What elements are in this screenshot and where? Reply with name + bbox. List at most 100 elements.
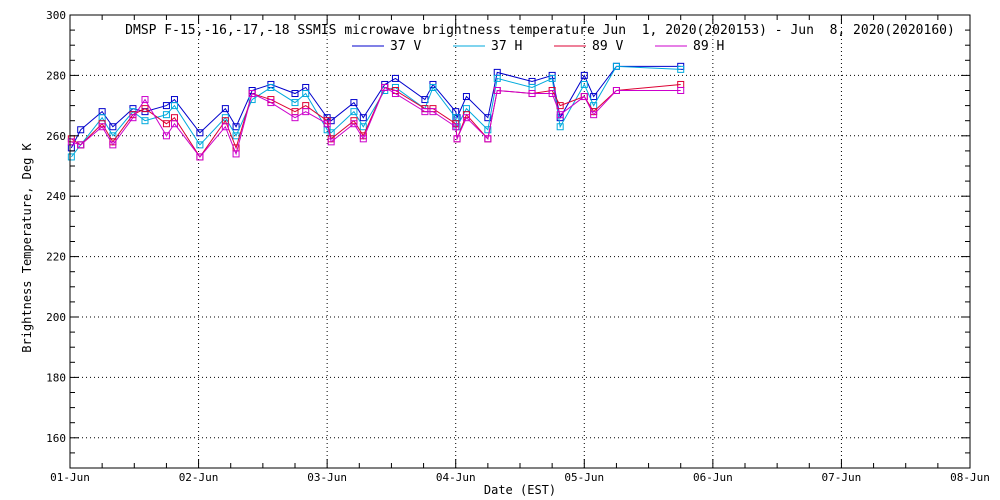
series-line xyxy=(71,86,681,158)
x-tick-label: 01-Jun xyxy=(50,471,90,484)
data-point xyxy=(302,90,310,98)
legend-label: 37 H xyxy=(491,39,522,54)
y-tick-label: 160 xyxy=(46,432,66,445)
data-point xyxy=(232,123,240,131)
data-point xyxy=(170,102,178,110)
data-point xyxy=(556,111,564,119)
data-point xyxy=(548,74,556,82)
data-point xyxy=(170,120,178,128)
data-point xyxy=(677,65,685,73)
data-point xyxy=(359,114,367,122)
data-point xyxy=(267,99,275,107)
x-tick-label: 05-Jun xyxy=(564,471,604,484)
data-point xyxy=(484,114,492,122)
data-point xyxy=(462,93,470,101)
data-point xyxy=(162,132,170,140)
legend-label: 37 V xyxy=(390,39,421,54)
data-point xyxy=(391,90,399,98)
data-point xyxy=(391,74,399,82)
data-point xyxy=(350,120,358,128)
data-point xyxy=(677,87,685,94)
data-point xyxy=(67,138,75,146)
data-point xyxy=(484,135,492,143)
y-axis-title: Brightness Temperature, Deg K xyxy=(20,142,34,352)
data-point xyxy=(291,99,299,107)
data-point xyxy=(221,123,229,131)
data-point xyxy=(453,135,461,143)
data-point xyxy=(221,105,229,113)
chart-title: DMSP F-15,-16,-17,-18 SSMIS microwave br… xyxy=(125,23,955,38)
data-point xyxy=(359,135,367,143)
y-tick-label: 260 xyxy=(46,130,66,143)
data-point xyxy=(196,153,204,161)
data-point xyxy=(302,108,310,116)
data-point xyxy=(350,99,358,107)
data-point xyxy=(141,96,149,104)
x-tick-label: 02-Jun xyxy=(179,471,219,484)
data-point xyxy=(359,123,367,131)
series-line xyxy=(70,65,681,158)
legend: 37 V 37 H 89 V 89 H xyxy=(352,39,724,54)
data-point xyxy=(109,123,117,131)
data-point xyxy=(484,126,492,134)
axes: 01-Jun 02-Jun 03-Jun 04-Jun 05-Jun 06-Jun 07-J… xyxy=(46,9,990,484)
data-point xyxy=(98,123,106,131)
data-point xyxy=(291,114,299,122)
data-point xyxy=(141,117,149,125)
data-point xyxy=(381,83,389,91)
data-point xyxy=(528,90,536,98)
y-tick-label: 240 xyxy=(46,190,66,203)
series-layer xyxy=(67,62,685,161)
data-point xyxy=(493,74,501,82)
data-point xyxy=(493,87,501,94)
data-point xyxy=(196,141,204,149)
data-point xyxy=(196,129,204,137)
data-point xyxy=(109,141,117,149)
y-tick-label: 300 xyxy=(46,9,66,22)
data-point xyxy=(462,114,470,122)
data-point xyxy=(67,153,75,161)
data-point xyxy=(141,105,149,113)
data-point xyxy=(248,90,256,98)
data-point xyxy=(291,90,299,98)
legend-label: 89 V xyxy=(592,39,623,54)
data-point xyxy=(162,120,170,128)
data-point xyxy=(323,120,331,128)
data-point xyxy=(590,93,598,101)
x-axis-title: Date (EST) xyxy=(484,483,556,497)
y-tick-label: 180 xyxy=(46,371,66,384)
y-tick-label: 220 xyxy=(46,251,66,264)
series-line xyxy=(70,65,681,149)
data-point xyxy=(580,80,588,88)
legend-label: 89 H xyxy=(693,39,724,54)
data-point xyxy=(580,93,588,101)
data-point xyxy=(590,111,598,119)
x-tick-label: 04-Jun xyxy=(436,471,476,484)
y-tick-label: 280 xyxy=(46,69,66,82)
data-point xyxy=(421,108,429,116)
x-tick-label: 03-Jun xyxy=(307,471,347,484)
data-point xyxy=(548,90,556,98)
data-point xyxy=(327,138,335,146)
x-tick-label: 07-Jun xyxy=(822,471,862,484)
data-point xyxy=(429,108,437,116)
data-point xyxy=(162,111,170,119)
data-point xyxy=(129,114,137,122)
data-point xyxy=(162,102,170,110)
data-point xyxy=(77,141,85,149)
data-point xyxy=(556,123,564,131)
data-point xyxy=(612,87,620,94)
x-tick-label: 08-Jun xyxy=(950,471,990,484)
data-point xyxy=(77,126,85,134)
data-point xyxy=(232,150,240,158)
y-tick-label: 200 xyxy=(46,311,66,324)
data-point xyxy=(580,71,588,79)
data-point xyxy=(429,83,437,91)
data-point xyxy=(267,83,275,91)
data-point xyxy=(350,108,358,116)
data-point xyxy=(612,62,620,70)
series-89-h xyxy=(67,83,685,161)
data-point xyxy=(452,123,460,131)
